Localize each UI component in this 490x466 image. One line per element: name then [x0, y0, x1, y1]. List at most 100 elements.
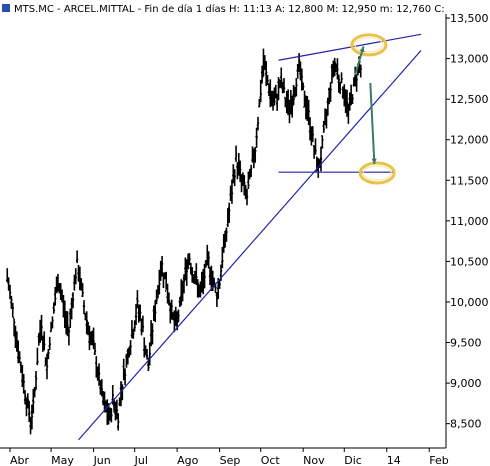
price-bar: [36, 347, 39, 366]
price-bar: [158, 269, 161, 295]
price-bar: [311, 126, 314, 143]
chart-header: MTS.MC - ARCEL.MITTAL - Fin de día 1 día…: [2, 3, 445, 15]
price-bar: [260, 65, 264, 84]
price-bar: [40, 314, 43, 341]
price-bar: [230, 179, 234, 204]
price-bar: [43, 331, 46, 351]
x-tick-label: Ago: [177, 454, 199, 466]
x-tick-label: Sep: [220, 454, 241, 466]
y-tick-label: 10,500: [450, 255, 489, 268]
price-bar: [259, 79, 262, 103]
price-bar: [133, 320, 136, 332]
price-bar: [167, 292, 171, 306]
price-bar: [345, 89, 349, 117]
price-bar: [138, 304, 142, 322]
price-bar: [256, 116, 260, 131]
price-bar: [191, 267, 194, 283]
y-tick-label: 12,000: [450, 134, 489, 147]
price-bar: [247, 171, 250, 190]
price-bar: [292, 84, 295, 106]
x-tick-label: Abr: [10, 454, 30, 466]
x-tick-label: Feb: [429, 454, 448, 466]
price-bar: [30, 404, 34, 430]
price-bar: [22, 373, 25, 394]
y-tick-label: 11,500: [450, 174, 489, 187]
price-bar: [225, 227, 228, 242]
price-bar: [145, 348, 149, 360]
y-tick-label: 8,500: [450, 418, 482, 431]
resistance-trendline: [278, 33, 422, 61]
price-bar: [336, 58, 339, 80]
price-bar: [93, 342, 97, 356]
price-bar: [67, 327, 71, 346]
price-bar: [26, 393, 30, 409]
price-bar: [255, 127, 258, 148]
y-tick-label: 10,000: [450, 296, 489, 309]
price-bar: [295, 78, 298, 97]
x-tick-label: Nov: [303, 454, 325, 466]
price-bar: [132, 328, 135, 339]
price-bar: [66, 311, 69, 337]
x-tick-label: Jul: [134, 454, 148, 466]
arrow-up: [354, 46, 365, 76]
price-bar: [136, 290, 139, 309]
x-tick-label: 14: [387, 454, 401, 466]
price-bar: [129, 340, 132, 356]
price-bar: [47, 348, 50, 360]
price-bar: [264, 61, 268, 87]
price-bar: [115, 399, 119, 420]
price-bar: [12, 317, 16, 337]
price-bar: [266, 74, 269, 86]
highlight-ellipse-top: [350, 33, 388, 57]
price-bar: [258, 98, 261, 108]
price-bar: [333, 57, 336, 77]
price-bar: [182, 274, 186, 294]
price-bar: [338, 82, 342, 95]
price-bar: [92, 327, 95, 350]
price-bar: [160, 255, 164, 277]
price-bar: [196, 279, 199, 298]
x-tick-label: May: [51, 454, 74, 466]
price-bar: [48, 336, 51, 351]
price-bar: [185, 259, 188, 286]
arrow-down: [369, 82, 377, 165]
technical-annotations: [78, 33, 422, 441]
price-bar: [110, 408, 113, 423]
price-bar: [233, 169, 236, 187]
price-bar: [170, 299, 173, 320]
price-bar: [214, 284, 217, 294]
price-bar: [228, 202, 231, 223]
price-bar: [10, 295, 13, 309]
price-bar: [234, 145, 238, 162]
price-bar: [291, 95, 294, 118]
price-bar: [273, 87, 276, 106]
x-tick-label: Oct: [261, 454, 281, 466]
price-bar: [134, 304, 138, 326]
price-bar: [321, 135, 324, 149]
price-bar: [300, 68, 304, 91]
price-bar: [18, 351, 21, 364]
price-bar: [100, 379, 103, 397]
price-bar: [351, 94, 354, 104]
price-bar: [52, 302, 56, 314]
price-series: [6, 48, 362, 435]
price-bar: [82, 300, 86, 315]
price-bar: [355, 74, 358, 92]
price-bar: [8, 284, 12, 300]
price-bar: [177, 309, 180, 323]
price-bar: [32, 388, 35, 414]
price-bar: [123, 368, 127, 386]
price-bar: [154, 300, 157, 323]
header-bullet: [2, 4, 10, 12]
price-bar: [85, 311, 88, 335]
price-bar: [117, 413, 120, 431]
chart-header-text: MTS.MC - ARCEL.MITTAL - Fin de día 1 día…: [14, 3, 445, 15]
y-tick-label: 9,500: [450, 337, 482, 350]
y-tick-label: 9,000: [450, 377, 482, 390]
price-bar: [74, 268, 77, 285]
price-bar: [243, 175, 246, 196]
price-bar: [45, 353, 49, 380]
price-bar: [121, 381, 124, 401]
